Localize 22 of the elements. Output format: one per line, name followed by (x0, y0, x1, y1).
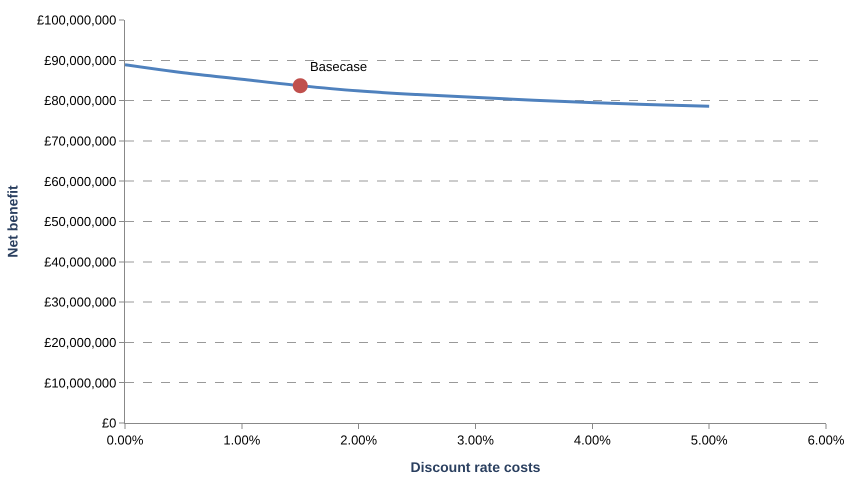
x-tick-label: 0.00% (106, 432, 144, 448)
x-tick-label: 6.00% (808, 432, 845, 448)
x-tick-label: 4.00% (574, 432, 612, 448)
y-tick-label: £10,000,000 (44, 375, 116, 390)
y-tick-label: £40,000,000 (44, 254, 116, 270)
x-tick-label: 1.00% (223, 432, 261, 448)
x-tick-label: 3.00% (457, 432, 494, 448)
y-tick-label: £100,000,000 (36, 12, 116, 28)
y-axis-title: Net benefit (4, 184, 20, 258)
x-tick-label: 2.00% (340, 432, 378, 448)
y-tick-label: £20,000,000 (44, 334, 116, 350)
line-series (125, 63, 711, 108)
y-tick-label: £60,000,000 (44, 174, 116, 189)
y-tick-label: £30,000,000 (44, 294, 116, 310)
annotation: Basecase (310, 59, 368, 74)
x-axis-title: Discount rate costs (410, 458, 541, 475)
y-tick-label: £50,000,000 (44, 214, 116, 230)
y-tick-label: £80,000,000 (44, 93, 116, 108)
y-tick-label: £0 (102, 416, 116, 431)
y-tick-label: £70,000,000 (44, 133, 116, 148)
y-tick-label: £90,000,000 (44, 52, 116, 68)
x-tick-label: 5.00% (690, 432, 728, 448)
